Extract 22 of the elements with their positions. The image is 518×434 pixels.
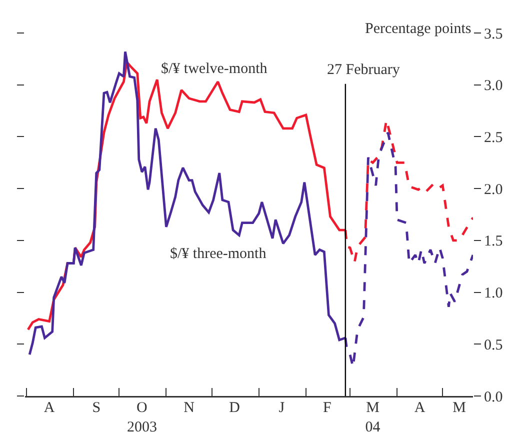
x-tick-label: M 04	[365, 400, 381, 434]
y-tick-label: 2.0	[484, 182, 503, 198]
x-tick-label: F	[323, 400, 332, 416]
x-tick-label: S	[92, 400, 101, 416]
x-tick-label: N	[184, 400, 195, 416]
y-tick-label: 1.0	[484, 286, 503, 302]
y-tick-label: 0.0	[484, 389, 503, 406]
y-tick-label: 1.5	[484, 234, 503, 250]
y-tick-label: 3.0	[484, 78, 503, 94]
series-label: $/¥ three-month	[170, 246, 267, 262]
x-tick-label: A	[414, 400, 426, 416]
x-tick-label: A	[44, 400, 55, 416]
x-tick-label: J	[278, 400, 285, 416]
x-tick-label: D	[229, 400, 240, 416]
y-tick-label: 2.5	[484, 130, 503, 146]
y-axis-title: Percentage points	[365, 21, 472, 37]
series-label: $/¥ twelve-month	[161, 61, 268, 77]
ref-line-label: 27 February	[327, 62, 400, 78]
y-tick-label: 3.5	[484, 26, 503, 42]
y-tick-label: 0.5	[484, 337, 503, 354]
x-tick-label: M	[452, 400, 466, 416]
x-tick-label: O 2003	[126, 400, 157, 434]
